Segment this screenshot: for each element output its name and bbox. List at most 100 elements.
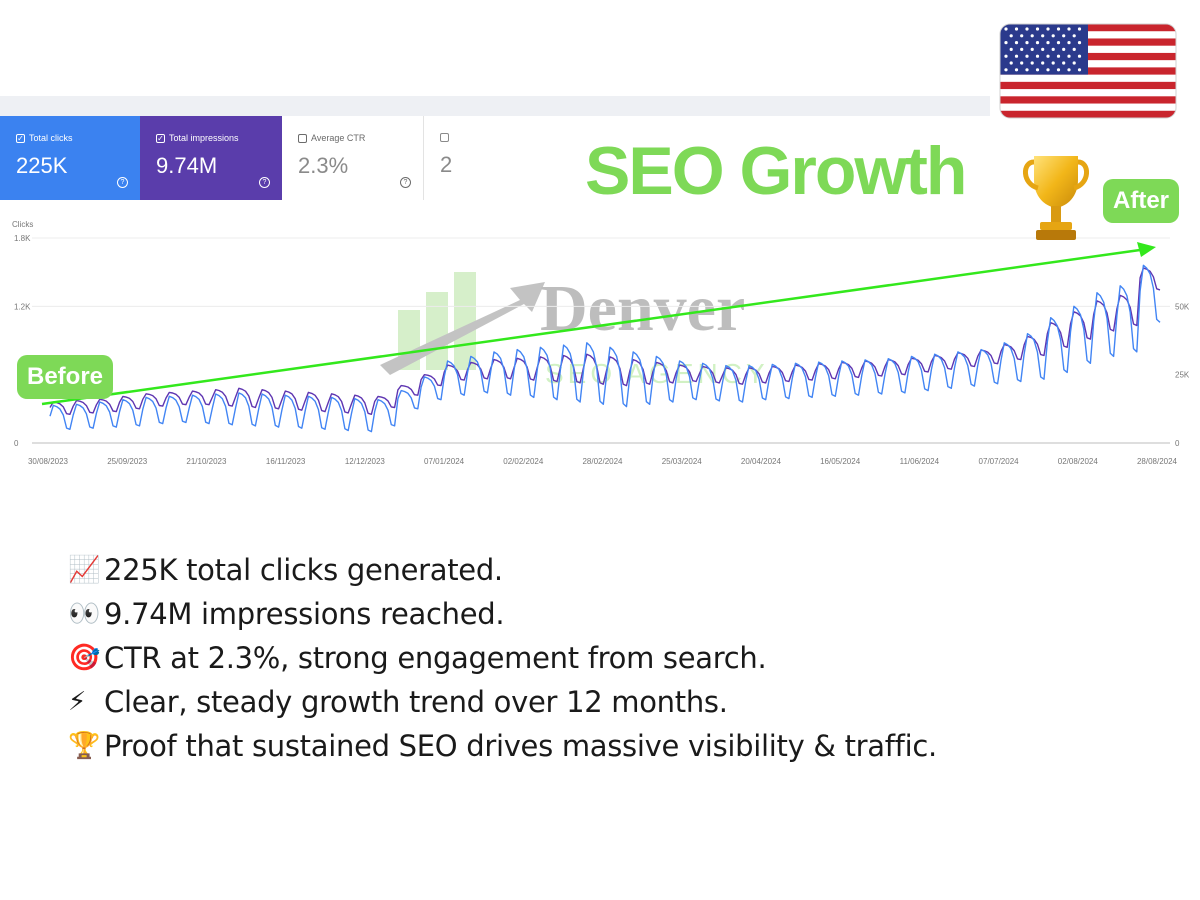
x-tick-label: 07/07/2024 (979, 457, 1020, 466)
total-impressions-value: 9.74M (156, 153, 218, 178)
flag-stripe (1000, 89, 1176, 97)
dashboard-top-band (0, 96, 990, 116)
flag-star (1014, 27, 1019, 31)
x-tick-label: 02/02/2024 (503, 457, 544, 466)
flag-star (1067, 54, 1071, 58)
average-ctr-card[interactable]: Average CTR 2.3% ? (282, 116, 424, 200)
flag-star (1072, 47, 1076, 51)
x-tick-label: 16/05/2024 (820, 457, 861, 466)
total-impressions-card[interactable]: ✓ Total impressions 9.74M ? (140, 116, 282, 200)
flag-star (1041, 34, 1045, 38)
flag-star (1030, 61, 1034, 65)
flag-star (1056, 68, 1061, 72)
flag-star (1009, 61, 1013, 65)
y-tick-label: 1.8K (14, 234, 31, 243)
flag-star (1025, 54, 1029, 58)
total-impressions-label: Total impressions (169, 133, 239, 143)
x-tick-label: 12/12/2023 (345, 457, 386, 466)
flag-star (1025, 41, 1029, 45)
list-item-text: 225K total clicks generated. (104, 553, 503, 587)
list-item: 👀 9.74M impressions reached. (68, 592, 937, 636)
list-item: 📈 225K total clicks generated. (68, 548, 937, 592)
checkbox-icon[interactable]: ✓ (156, 133, 165, 143)
clicks-line (49, 264, 1161, 433)
help-icon[interactable]: ? (400, 177, 411, 188)
y-right-tick-label: 50K (1175, 302, 1190, 311)
fourth-metric-card[interactable]: 2 (424, 116, 464, 200)
list-item: 🎯 CTR at 2.3%, strong engagement from sea… (68, 636, 937, 680)
trophy-emoji: 🏆 (68, 731, 101, 761)
list-item: 🏆 Proof that sustained SEO drives massive… (68, 724, 937, 768)
total-clicks-label: Total clicks (29, 133, 73, 143)
y-right-tick-label: 25K (1175, 371, 1190, 380)
flag-star (1046, 27, 1050, 31)
flag-star (1062, 61, 1066, 65)
flag-star (1004, 41, 1008, 45)
us-flag-icon (999, 23, 1177, 119)
flag-star (1004, 27, 1008, 31)
total-clicks-value: 225K (16, 153, 68, 178)
flag-star (1035, 68, 1040, 72)
trend-arrow-head (1137, 242, 1156, 257)
average-ctr-value: 2.3% (298, 153, 349, 178)
target-emoji: 🎯 (68, 643, 101, 673)
chart-up-emoji: 📈 (68, 555, 101, 585)
flag-star (1030, 47, 1034, 51)
x-tick-label: 11/06/2024 (900, 457, 940, 466)
list-item-text: CTR at 2.3%, strong engagement from sear… (104, 641, 767, 675)
average-ctr-label: Average CTR (311, 133, 366, 143)
x-tick-label: 16/11/2023 (266, 457, 306, 466)
x-tick-label: 28/08/2024 (1137, 457, 1178, 466)
flag-stripe (1000, 96, 1176, 105)
help-icon[interactable]: ? (117, 177, 128, 188)
checkbox-icon[interactable] (298, 133, 307, 143)
y-tick-label: 0 (14, 439, 19, 448)
trend-arrow (41, 242, 1156, 406)
flag-star (1035, 54, 1040, 58)
page-title: SEO Growth (585, 133, 967, 209)
checkbox-icon[interactable]: ✓ (16, 133, 25, 143)
flag-star (1062, 47, 1066, 51)
x-tick-label: 28/02/2024 (582, 457, 623, 466)
flag-star (1067, 68, 1071, 72)
chart-series (49, 264, 1161, 433)
flag-star (1067, 41, 1071, 45)
flag-star (1067, 27, 1071, 31)
flag-star (1072, 34, 1076, 38)
checkbox-icon[interactable] (440, 133, 449, 142)
flag-star (1004, 68, 1008, 72)
flag-star (1046, 41, 1050, 45)
flag-star (1046, 54, 1050, 58)
flag-star (1004, 54, 1008, 58)
flag-star (1020, 47, 1024, 51)
flag-star (1056, 54, 1061, 58)
after-badge: After (1103, 179, 1180, 223)
y-axis-label: Clicks (12, 220, 33, 229)
flag-star (1014, 41, 1019, 45)
flag-star (1020, 61, 1024, 65)
x-tick-label: 20/04/2024 (741, 457, 782, 466)
flag-stripe (1000, 110, 1176, 118)
flag-star (1051, 61, 1055, 65)
flag-star (1077, 41, 1082, 45)
list-item-text: 9.74M impressions reached. (104, 597, 505, 631)
flag-stripe (1000, 81, 1176, 90)
lightning-emoji: ⚡ (68, 687, 87, 717)
flag-star (1009, 34, 1013, 38)
flag-star (1051, 47, 1055, 51)
flag-star (1056, 41, 1061, 45)
flag-star (1041, 61, 1045, 65)
chart-axes: Clicks 1.8K 1.2K 0 50K 25K 0 30/08/2023 25/09/20… (12, 220, 1190, 466)
flag-star (1077, 27, 1082, 31)
watermark-brand-text: Denver (540, 272, 745, 345)
x-tick-label: 30/08/2023 (28, 457, 69, 466)
summary-list: 📈 225K total clicks generated. 👀 9.74M imp… (68, 548, 937, 768)
flag-star (1062, 34, 1066, 38)
flag-star (1056, 27, 1061, 31)
x-tick-label: 21/10/2023 (186, 457, 227, 466)
flag-star (1014, 68, 1019, 72)
flag-star (1035, 41, 1040, 45)
total-clicks-card[interactable]: ✓ Total clicks 225K ? (0, 116, 140, 200)
x-tick-label: 02/08/2024 (1058, 457, 1099, 466)
help-icon[interactable]: ? (259, 177, 270, 188)
